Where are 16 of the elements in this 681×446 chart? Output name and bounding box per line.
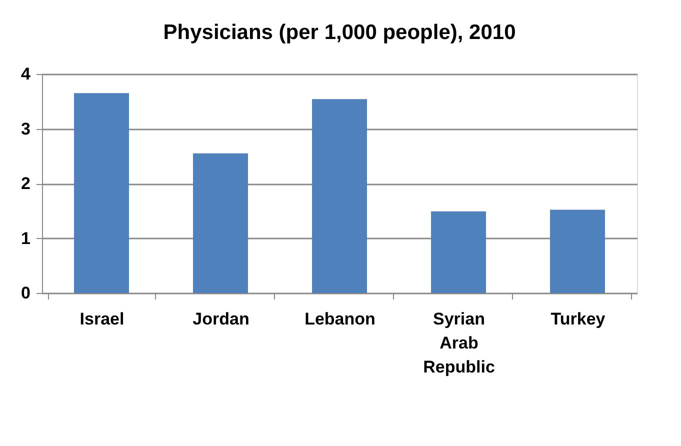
- x-tick-label: Turkey: [550, 310, 606, 328]
- bar: [312, 99, 367, 293]
- bar: [74, 93, 129, 293]
- bar: [550, 210, 605, 293]
- bar: [431, 211, 486, 293]
- x-tick-label: Israel: [80, 310, 124, 328]
- x-tick-label: Lebanon: [304, 310, 376, 328]
- y-tick-label: 3: [21, 119, 30, 138]
- y-tick-label: 4: [21, 64, 32, 84]
- y-tick-label: 1: [21, 228, 30, 248]
- y-tick-label: 2: [21, 174, 30, 193]
- y-tick-label: 0: [21, 284, 30, 302]
- x-tick-label: Jordan: [192, 310, 250, 328]
- x-tick-label: Syrian Arab Republic: [423, 310, 495, 376]
- chart-title: Physicians (per 1,000 people), 2010: [163, 21, 516, 44]
- bar: [193, 153, 248, 293]
